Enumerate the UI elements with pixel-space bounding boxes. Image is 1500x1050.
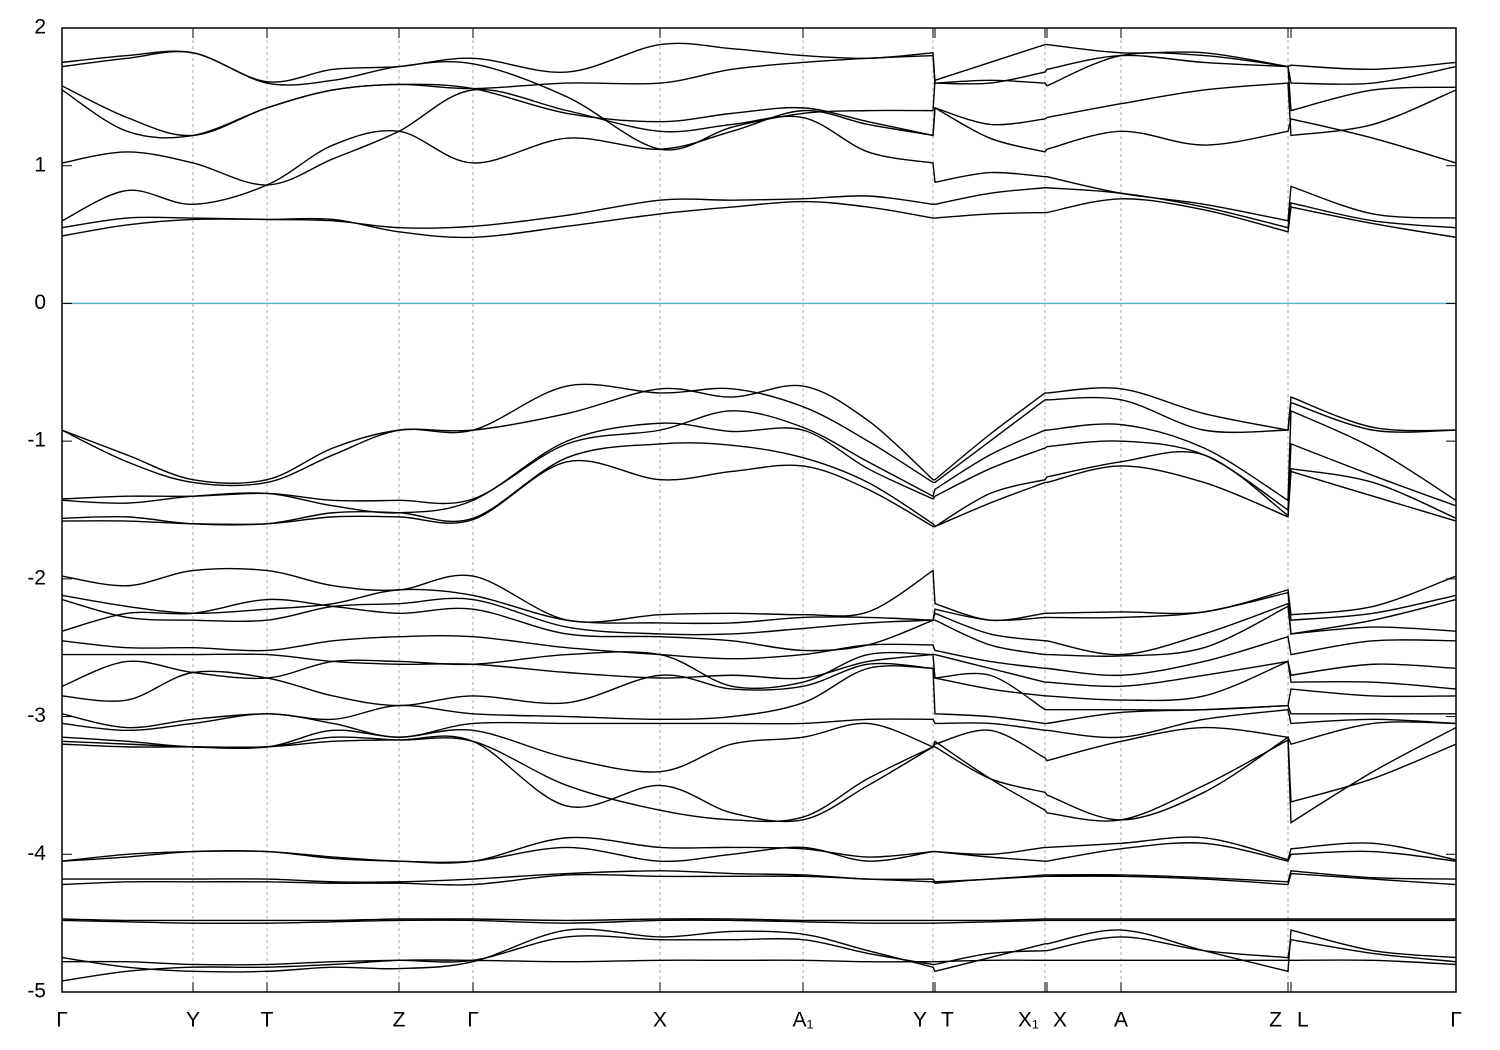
band-line (62, 598, 1456, 657)
band-line (62, 383, 1456, 487)
band-line (62, 959, 1456, 982)
band-line (62, 842, 1456, 863)
band-line (62, 836, 1456, 864)
x-tick-label: X₁ (1018, 1009, 1039, 1032)
x-tick-label: Z (393, 1009, 406, 1032)
y-tick-label: 1 (34, 153, 46, 176)
band-line (62, 384, 1456, 484)
band-line (62, 42, 1456, 87)
y-tick-label: -3 (27, 704, 46, 727)
x-tick-label: A (1114, 1009, 1128, 1032)
x-tick-label: Y (186, 1009, 200, 1032)
band-line (62, 568, 1456, 623)
x-tick-label: Γ (1450, 1009, 1462, 1032)
band-line (62, 651, 1456, 702)
band-line (62, 708, 1456, 739)
band-line (62, 409, 1456, 505)
band-line (62, 442, 1456, 528)
y-tick-label: -4 (27, 842, 46, 865)
band-line (62, 653, 1456, 688)
plot-frame (61, 27, 1457, 993)
band-line (62, 43, 1456, 151)
x-tick-label: Γ (467, 1009, 479, 1032)
x-tick-label: X (1053, 1009, 1067, 1032)
band-line (62, 928, 1456, 973)
y-tick-label: 2 (34, 16, 46, 39)
x-tick-label: L (1297, 1009, 1309, 1032)
y-tick-label: -1 (27, 429, 46, 452)
band-line (62, 198, 1456, 239)
band-line (62, 919, 1456, 925)
band-line (62, 662, 1456, 711)
y-tick-label: 0 (34, 291, 46, 314)
band-line (62, 187, 1456, 229)
band-line (62, 735, 1456, 823)
y-tick-label: -5 (27, 980, 46, 1003)
x-tick-label: Z (1269, 1009, 1282, 1032)
bands-layer (62, 42, 1456, 982)
x-tick-label: T (941, 1009, 954, 1032)
band-line (62, 918, 1456, 922)
band-line (62, 872, 1456, 886)
band-line (62, 726, 1456, 824)
band-line (62, 870, 1456, 883)
band-line (62, 635, 1456, 677)
band-line (62, 935, 1456, 966)
band-line (62, 54, 1456, 137)
band-line (62, 82, 1456, 139)
band-line (62, 721, 1456, 773)
x-tick-label: Y (913, 1009, 927, 1032)
band-line (62, 588, 1456, 625)
band-line (62, 88, 1456, 222)
y-tick-label: -2 (27, 566, 46, 589)
x-tick-label: T (261, 1009, 274, 1032)
x-tick-label: X (653, 1009, 667, 1032)
x-tick-label: Γ (56, 1009, 68, 1032)
band-line (62, 597, 1456, 656)
band-line (62, 665, 1456, 729)
band-line (62, 459, 1456, 528)
x-tick-label: A₁ (792, 1009, 813, 1032)
